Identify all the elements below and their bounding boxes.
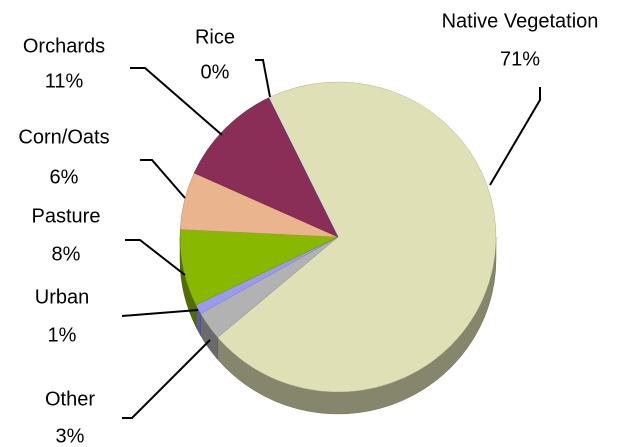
slice-label: Urban: [35, 286, 89, 308]
pie-tops: [179, 81, 497, 393]
leader-line: [255, 59, 271, 98]
slice-label: Orchards: [23, 35, 105, 57]
slice-value-label: 1%: [48, 324, 77, 346]
slice-label: Other: [45, 388, 95, 410]
slice: [217, 81, 497, 393]
slice-label: Native Vegetation: [442, 10, 599, 32]
slice-value-label: 6%: [50, 166, 79, 188]
labels: Native Vegetation 71% Other 3% Urban 1% Pastur…: [18, 10, 598, 447]
leader-line: [125, 239, 186, 276]
slice-label: Pasture: [32, 205, 101, 227]
leader-line: [121, 309, 199, 317]
slice-value-label: 11%: [45, 70, 84, 92]
slice-value-label: 3%: [56, 425, 85, 447]
slice-value-label: 8%: [52, 243, 81, 265]
slice-label: Rice: [195, 26, 235, 48]
leader-line: [130, 67, 223, 136]
slice: [193, 97, 339, 238]
leader-line: [140, 159, 186, 199]
leader-line: [489, 87, 541, 186]
leader-line: [122, 339, 211, 419]
slice-value-label: 71%: [500, 48, 540, 70]
slice-value-label: 0%: [201, 61, 230, 83]
slice-label: Corn/Oats: [18, 126, 109, 148]
